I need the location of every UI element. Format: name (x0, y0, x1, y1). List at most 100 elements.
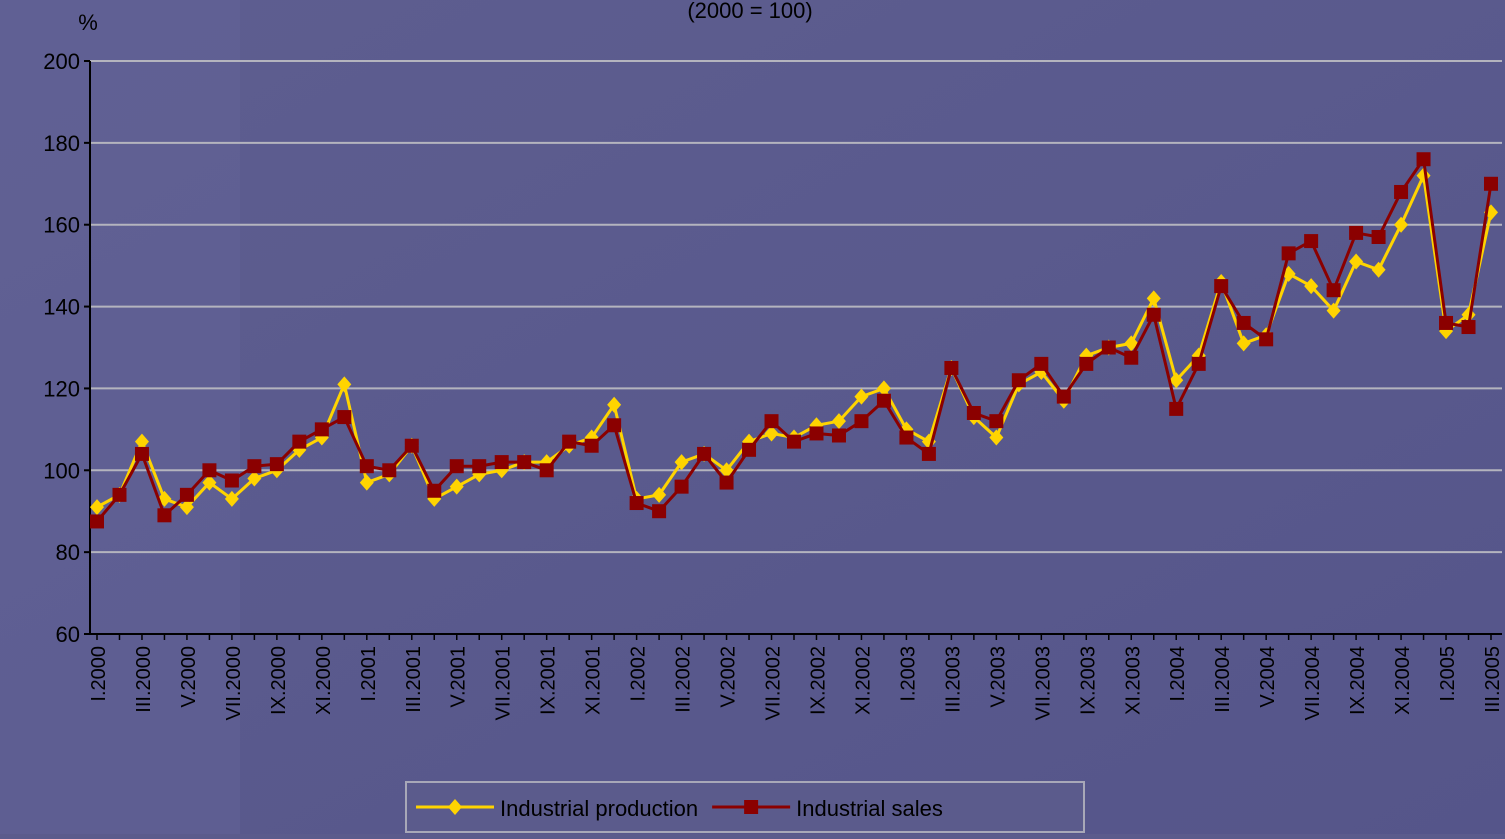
y-tick-label: 100 (43, 458, 80, 483)
side-panel (0, 0, 240, 834)
point (877, 394, 891, 408)
y-tick-label: 200 (43, 49, 80, 74)
point (630, 496, 644, 510)
point (112, 488, 126, 502)
point (899, 431, 913, 445)
x-tick-label: III.2001 (403, 646, 425, 713)
point (1349, 226, 1363, 240)
point (405, 439, 419, 453)
x-tick-label: III.2005 (1482, 646, 1504, 713)
x-tick-label: I.2000 (88, 646, 110, 702)
y-tick-label: 160 (43, 213, 80, 238)
point (720, 476, 734, 490)
point (989, 414, 1003, 428)
y-tick-label: 80 (56, 540, 80, 565)
point (135, 447, 149, 461)
x-tick-label: XI.2001 (583, 646, 605, 715)
x-tick-label: V.2001 (448, 646, 470, 708)
point (427, 484, 441, 498)
point (697, 447, 711, 461)
point (157, 508, 171, 522)
point (1394, 185, 1408, 199)
point (1147, 308, 1161, 322)
point (675, 480, 689, 494)
x-tick-label: IX.2001 (538, 646, 560, 715)
x-tick-label: I.2001 (358, 646, 380, 702)
point (1282, 246, 1296, 260)
x-tick-label: III.2002 (673, 646, 695, 713)
x-tick-label: IX.2003 (1077, 646, 1099, 715)
x-tick-label: III.2003 (942, 646, 964, 713)
point (472, 459, 486, 473)
x-tick-label: V.2000 (178, 646, 200, 708)
point (765, 414, 779, 428)
x-tick-label: VII.2002 (763, 646, 785, 721)
point (90, 514, 104, 528)
point (1439, 316, 1453, 330)
point (832, 428, 846, 442)
point (1124, 351, 1138, 365)
point (360, 459, 374, 473)
point (585, 439, 599, 453)
x-tick-label: III.2000 (133, 646, 155, 713)
point (517, 455, 531, 469)
point (1417, 152, 1431, 166)
point (1034, 357, 1048, 371)
x-tick-label: XI.2002 (852, 646, 874, 715)
point (202, 463, 216, 477)
x-tick-label: VII.2001 (493, 646, 515, 721)
point (315, 422, 329, 436)
point (944, 361, 958, 375)
point (1372, 230, 1386, 244)
point (922, 447, 936, 461)
point (1169, 402, 1183, 416)
point (1327, 283, 1341, 297)
point (247, 459, 261, 473)
point (1484, 177, 1498, 191)
point (652, 504, 666, 518)
point (337, 410, 351, 424)
x-tick-label: VII.2004 (1302, 646, 1324, 721)
point (292, 435, 306, 449)
x-tick-label: V.2002 (718, 646, 740, 708)
point (225, 474, 239, 488)
x-tick-label: IX.2004 (1347, 646, 1369, 715)
y-tick-label: 140 (43, 295, 80, 320)
x-tick-label: XI.2004 (1392, 646, 1414, 715)
point (495, 455, 509, 469)
x-tick-label: I.2003 (897, 646, 919, 702)
legend-label: Industrial production (500, 796, 698, 821)
x-tick-label: I.2005 (1437, 646, 1459, 702)
point (742, 443, 756, 457)
point (854, 414, 868, 428)
point (607, 418, 621, 432)
point (382, 463, 396, 477)
point (1102, 341, 1116, 355)
point (809, 426, 823, 440)
chart: (2000 = 100) % 60 80 100 120 140 160 180 200 I.2… (0, 0, 1505, 834)
x-tick-label: I.2002 (628, 646, 650, 702)
point (180, 488, 194, 502)
y-tick-label: 60 (56, 622, 80, 647)
x-tick-label: VII.2000 (223, 646, 245, 721)
y-tick-label: 120 (43, 376, 80, 401)
legend-marker (744, 800, 758, 814)
point (1259, 332, 1273, 346)
x-tick-label: V.2004 (1257, 646, 1279, 708)
point (1057, 390, 1071, 404)
x-tick-label: III.2004 (1212, 646, 1234, 713)
point (1304, 234, 1318, 248)
point (562, 435, 576, 449)
x-tick-label: XI.2000 (313, 646, 335, 715)
point (787, 435, 801, 449)
x-tick-label: IX.2000 (268, 646, 290, 715)
point (540, 463, 554, 477)
point (1012, 373, 1026, 387)
y-tick-label: 180 (43, 131, 80, 156)
chart-title: (2000 = 100) (687, 0, 812, 23)
y-axis-label: % (78, 10, 98, 35)
x-tick-label: V.2003 (987, 646, 1009, 708)
point (1462, 320, 1476, 334)
point (1079, 357, 1093, 371)
legend-label: Industrial sales (796, 796, 943, 821)
